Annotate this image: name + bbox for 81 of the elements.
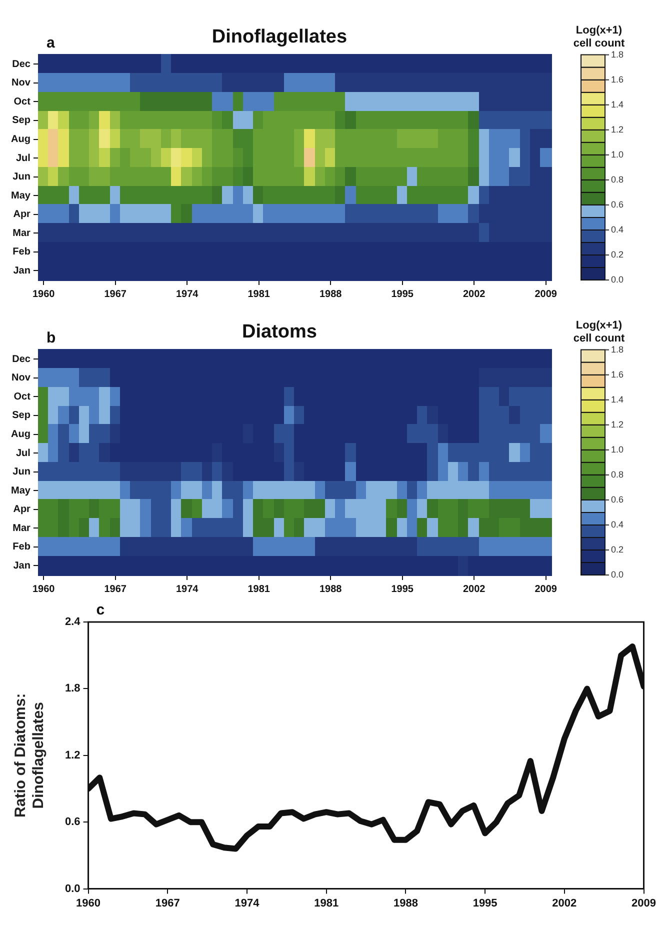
y-tick-label: Jun <box>12 466 30 478</box>
x-tick-label: 2009 <box>632 897 656 910</box>
y-tick-label: Aug <box>11 429 30 440</box>
color-bar-label: 0.2 <box>611 249 624 260</box>
color-bar-label: 1.0 <box>611 444 624 454</box>
color-bar-title: Log(x+1) cell count <box>573 24 626 50</box>
color-bar-label: 0.8 <box>611 174 624 184</box>
color-bar-label: 1.6 <box>611 74 624 84</box>
x-tick-label: 1995 <box>391 584 414 595</box>
y-tick-label: Jul <box>16 152 31 164</box>
x-tick-label: 1995 <box>472 897 498 910</box>
x-tick-label: 1988 <box>393 897 418 910</box>
y-tick-label: 1.8 <box>64 682 80 695</box>
chart-title: Dinoflagellates <box>212 26 348 48</box>
color-bar-label: 0.6 <box>611 494 624 504</box>
y-tick-label: Oct <box>14 391 32 402</box>
color-bar-label: 0.4 <box>611 224 624 234</box>
text: c <box>96 602 105 619</box>
color-bar-label: 0.6 <box>611 199 624 210</box>
y-tick-label: May <box>11 190 31 202</box>
y-tick-label: Feb <box>12 246 30 258</box>
color-bar-label: 1.8 <box>611 344 624 354</box>
color-bar-label: 1.4 <box>611 394 624 404</box>
text: b <box>46 329 56 346</box>
y-tick-label: 1.2 <box>64 749 80 762</box>
y-tick-label: Mar <box>12 228 31 239</box>
color-bar-label: 0.4 <box>611 519 624 530</box>
color-bar-label: 0.2 <box>611 544 624 554</box>
x-tick-label: 1960 <box>76 897 101 910</box>
x-tick-label: 2009 <box>534 584 558 595</box>
x-tick-label: 2002 <box>552 897 577 910</box>
color-bar-label: 1.2 <box>611 419 624 430</box>
x-tick-label: 2002 <box>462 288 486 300</box>
y-tick-label: Apr <box>13 209 31 220</box>
y-tick-label: Dec <box>12 58 31 70</box>
color-bar-label: 0.0 <box>611 274 624 284</box>
y-tick-label: Aug <box>11 134 30 145</box>
y-tick-label: May <box>11 485 31 496</box>
y-tick-label: Feb <box>12 542 30 553</box>
x-tick-label: 1995 <box>391 288 414 300</box>
color-bar-label: 1.4 <box>611 99 624 110</box>
x-tick-label: 1981 <box>248 288 270 300</box>
y-tick-label: Apr <box>13 504 31 516</box>
x-tick-label: 1967 <box>155 897 180 910</box>
color-bar-label: 1.6 <box>611 369 624 380</box>
y-tick-label: 0.0 <box>64 882 80 895</box>
color-bar-label: 1.8 <box>611 49 624 60</box>
y-tick-label: 2.4 <box>64 616 82 628</box>
color-bar-label: 0.0 <box>611 569 624 580</box>
y-tick-label: Mar <box>12 522 31 534</box>
x-tick-label: 1988 <box>319 288 342 300</box>
y-tick-label: Nov <box>12 372 31 384</box>
x-tick-label: 1981 <box>248 584 270 595</box>
color-bar-label: 1.0 <box>611 149 624 160</box>
text: a <box>46 34 56 52</box>
color-bar-title: Log(x+1) cell count <box>573 319 626 344</box>
y-tick-label: Jul <box>16 448 31 459</box>
y-tick-label: 0.6 <box>64 816 80 828</box>
x-tick-label: 2002 <box>462 584 486 595</box>
x-tick-label: 1974 <box>234 897 260 910</box>
x-tick-label: 1967 <box>104 584 127 595</box>
y-tick-label: Sep <box>12 115 30 126</box>
chart-title: Diatoms <box>242 322 317 343</box>
color-bar-label: 1.2 <box>611 124 624 134</box>
y-tick-label: Jan <box>13 560 30 572</box>
x-tick-label: 1981 <box>314 897 339 910</box>
x-tick-label: 1960 <box>32 288 56 300</box>
y-tick-label: Jan <box>13 265 30 276</box>
y-axis-title: Ratio of Diatoms: Dinoflagellates <box>12 693 48 818</box>
x-tick-label: 1967 <box>104 288 127 300</box>
y-tick-label: Dec <box>12 354 31 365</box>
y-tick-label: Jun <box>12 172 30 183</box>
x-tick-label: 1974 <box>176 584 199 595</box>
x-tick-label: 1960 <box>32 584 56 595</box>
x-tick-label: 1988 <box>319 584 342 595</box>
x-tick-label: 1974 <box>176 288 199 300</box>
y-tick-label: Oct <box>14 96 32 108</box>
y-tick-label: Nov <box>12 78 31 89</box>
x-tick-label: 2009 <box>534 288 558 300</box>
color-bar-label: 0.8 <box>611 469 624 480</box>
y-tick-label: Sep <box>12 410 30 422</box>
